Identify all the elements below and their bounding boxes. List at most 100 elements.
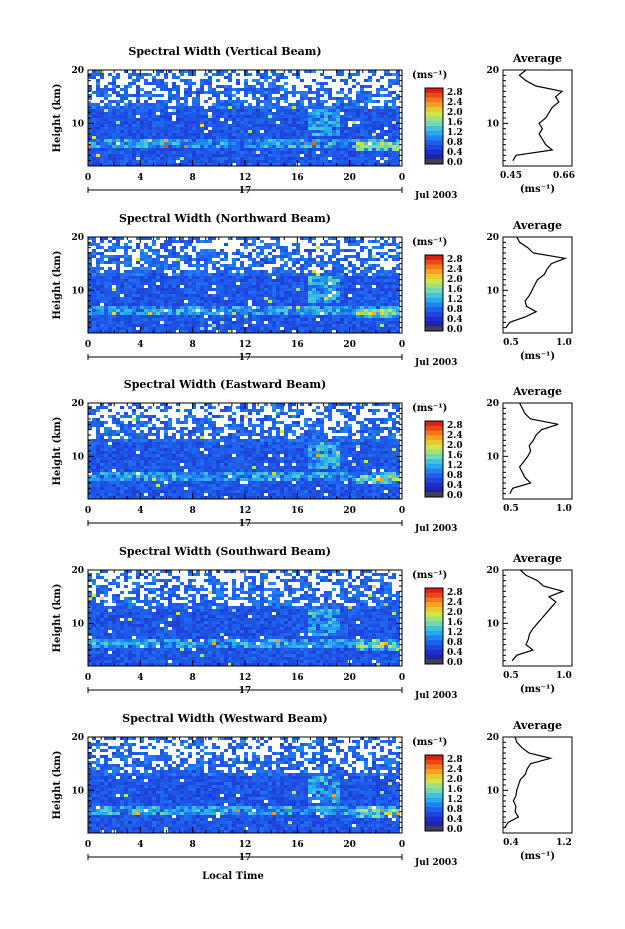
heatmap-cell <box>208 421 212 424</box>
heatmap-cell <box>96 157 100 160</box>
heatmap-cell <box>192 258 196 261</box>
heatmap-cell <box>204 285 208 288</box>
heatmap-cell <box>164 249 168 252</box>
heatmap-cell <box>244 406 248 409</box>
heatmap-cell <box>244 130 248 133</box>
heatmap-cell <box>136 297 140 300</box>
heatmap-cell <box>192 139 196 142</box>
heatmap-cell <box>228 112 232 115</box>
heatmap-cell <box>168 418 172 421</box>
heatmap-cell <box>364 109 368 112</box>
heatmap-cell <box>100 312 104 315</box>
heatmap-cell <box>392 300 396 303</box>
heatmap-cell <box>108 294 112 297</box>
heatmap-cell <box>184 142 188 145</box>
heatmap-cell <box>128 246 132 249</box>
heatmap-cell <box>136 324 140 327</box>
heatmap-cell <box>308 273 312 276</box>
heatmap-cell <box>240 291 244 294</box>
heatmap-cell <box>388 433 392 436</box>
colorbar-segment <box>425 288 443 294</box>
heatmap-cell <box>332 261 336 264</box>
heatmap-cell <box>268 139 272 142</box>
colorbar-segment <box>425 92 443 98</box>
heatmap-cell <box>284 133 288 136</box>
heatmap-cell <box>300 327 304 330</box>
heatmap-cell <box>340 249 344 252</box>
heatmap-cell <box>184 94 188 97</box>
heatmap-cell <box>104 142 108 145</box>
heatmap-cell <box>288 124 292 127</box>
heatmap-cell <box>252 249 256 252</box>
heatmap-cell <box>120 127 124 130</box>
heatmap-cell <box>88 318 92 321</box>
heatmap-cell <box>284 139 288 142</box>
y-axis-label: Height (km) <box>52 417 63 486</box>
heatmap-cell <box>268 276 272 279</box>
heatmap-cell <box>352 303 356 306</box>
heatmap-cell <box>236 270 240 273</box>
heatmap-cell <box>320 315 324 318</box>
heatmap-cell <box>184 121 188 124</box>
heatmap-cell <box>96 139 100 142</box>
heatmap-cell <box>204 270 208 273</box>
heatmap-cell <box>276 406 280 409</box>
heatmap-cell <box>260 324 264 327</box>
heatmap-cell <box>268 297 272 300</box>
heatmap-cell <box>384 133 388 136</box>
heatmap-cell <box>136 288 140 291</box>
heatmap-cell <box>372 297 376 300</box>
heatmap-cell <box>180 258 184 261</box>
heatmap-cell <box>232 273 236 276</box>
heatmap-cell <box>364 258 368 261</box>
heatmap-cell <box>340 136 344 139</box>
heatmap-cell <box>168 130 172 133</box>
heatmap-cell <box>120 282 124 285</box>
heatmap-cell <box>264 430 268 433</box>
heatmap-cell <box>88 73 92 76</box>
heatmap-cell <box>208 97 212 100</box>
heatmap-cell <box>220 300 224 303</box>
heatmap-cell <box>296 145 300 148</box>
heatmap-cell <box>328 273 332 276</box>
heatmap-cell <box>348 412 352 415</box>
heatmap-cell <box>124 154 128 157</box>
heatmap-cell <box>172 330 176 333</box>
heatmap-cell <box>156 291 160 294</box>
heatmap-cell <box>296 294 300 297</box>
heatmap-cell <box>100 240 104 243</box>
heatmap-cell <box>144 282 148 285</box>
heatmap-cell <box>96 436 100 439</box>
heatmap-cell <box>324 273 328 276</box>
heatmap-cell <box>264 327 268 330</box>
heatmap-cell <box>240 261 244 264</box>
profile-title: Average <box>512 219 562 232</box>
heatmap-cell <box>280 154 284 157</box>
heatmap-cell <box>348 315 352 318</box>
heatmap-cell <box>188 270 192 273</box>
heatmap-cell <box>328 409 332 412</box>
heatmap-cell <box>296 109 300 112</box>
heatmap-cell <box>144 276 148 279</box>
heatmap-cell <box>352 100 356 103</box>
heatmap-cell <box>304 136 308 139</box>
heatmap-cell <box>324 285 328 288</box>
heatmap-cell <box>176 418 180 421</box>
heatmap-cell <box>108 276 112 279</box>
heatmap-cell <box>120 424 124 427</box>
heatmap-cell <box>352 148 356 151</box>
heatmap-cell <box>144 130 148 133</box>
heatmap-cell <box>188 154 192 157</box>
heatmap-cell <box>220 270 224 273</box>
heatmap-cell <box>280 294 284 297</box>
heatmap-cell <box>96 136 100 139</box>
heatmap-cell <box>120 246 124 249</box>
heatmap-cell <box>152 82 156 85</box>
heatmap-cell <box>392 121 396 124</box>
heatmap-cell <box>128 282 132 285</box>
heatmap-cell <box>300 306 304 309</box>
heatmap-cell <box>216 142 220 145</box>
heatmap-cell <box>268 133 272 136</box>
heatmap-cell <box>144 291 148 294</box>
heatmap-cell <box>104 160 108 163</box>
